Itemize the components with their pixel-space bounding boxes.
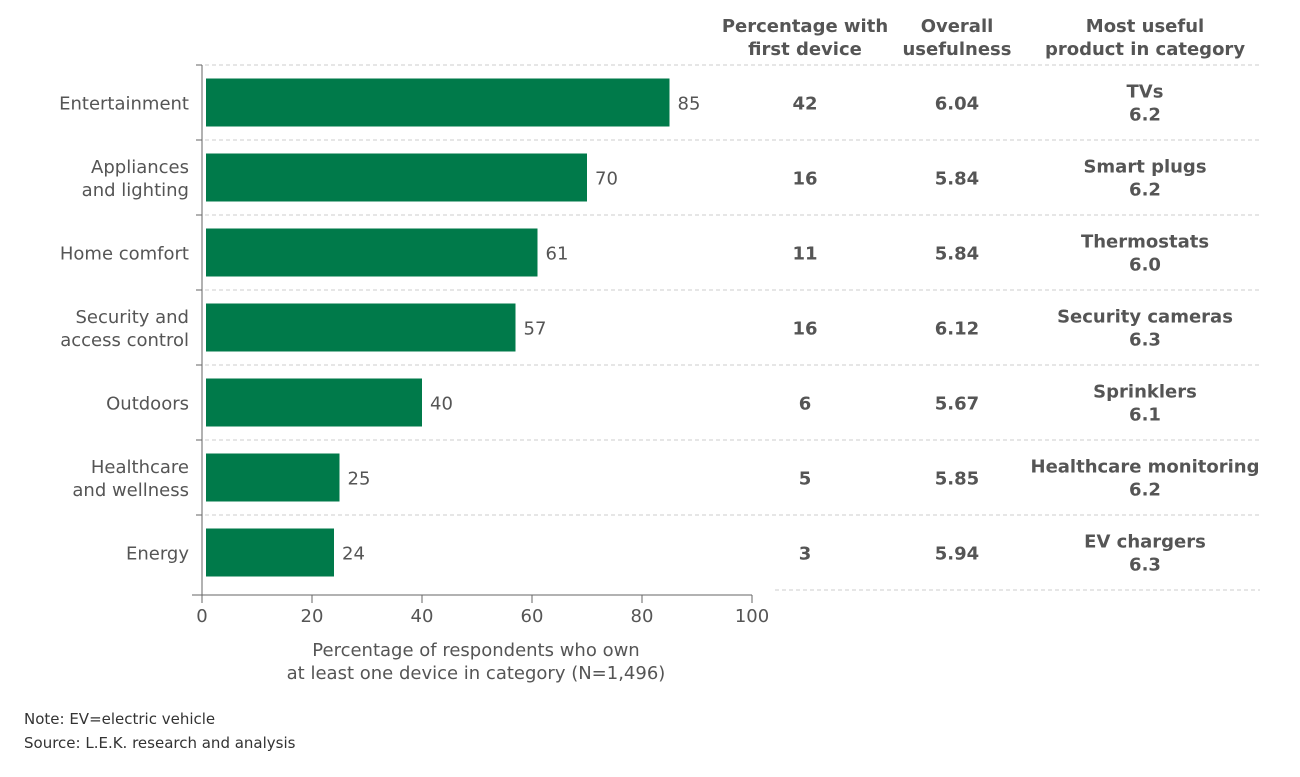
category-label: Outdoors (106, 394, 189, 415)
bar-value-label: 57 (524, 319, 547, 340)
first-device-pct: 6 (799, 394, 812, 415)
overall-usefulness: 5.67 (935, 394, 979, 415)
category-label: and wellness (72, 480, 189, 501)
source-text: Source: L.E.K. research and analysis (24, 734, 296, 752)
category-label: Home comfort (60, 244, 189, 265)
most-useful-product-score: 6.3 (1129, 330, 1161, 351)
category-label: Energy (126, 544, 189, 565)
table-header: product in category (1045, 39, 1245, 60)
x-axis-label: Percentage of respondents who own (312, 640, 639, 661)
bar (206, 228, 538, 277)
x-tick-label: 20 (301, 606, 324, 627)
x-tick-label: 80 (631, 606, 654, 627)
category-label: Healthcare (91, 457, 189, 478)
most-useful-product-score: 6.2 (1129, 180, 1161, 201)
x-tick-label: 100 (735, 606, 769, 627)
table-header: Percentage with (722, 16, 888, 37)
first-device-pct: 16 (792, 319, 817, 340)
x-tick-label: 40 (411, 606, 434, 627)
overall-usefulness: 5.84 (935, 169, 979, 190)
bar-value-label: 61 (546, 244, 569, 265)
category-label: Appliances (91, 157, 189, 178)
bar-value-label: 85 (678, 94, 701, 115)
bar (206, 528, 334, 577)
most-useful-product: Smart plugs (1083, 157, 1206, 178)
bar (206, 153, 587, 202)
x-axis-label: at least one device in category (N=1,496… (287, 663, 666, 684)
bar-value-label: 40 (430, 394, 453, 415)
most-useful-product-score: 6.2 (1129, 480, 1161, 501)
first-device-pct: 16 (792, 169, 817, 190)
most-useful-product-score: 6.2 (1129, 105, 1161, 126)
most-useful-product: Thermostats (1081, 232, 1209, 253)
bar-value-label: 25 (348, 469, 371, 490)
x-tick-label: 0 (196, 606, 207, 627)
category-label: access control (60, 330, 189, 351)
most-useful-product: Healthcare monitoring (1031, 457, 1260, 478)
bar (206, 453, 340, 502)
most-useful-product: TVs (1127, 82, 1164, 103)
first-device-pct: 42 (792, 94, 817, 115)
category-label: Security and (75, 307, 189, 328)
first-device-pct: 3 (799, 544, 812, 565)
most-useful-product-score: 6.1 (1129, 405, 1161, 426)
table-header: first device (748, 39, 862, 60)
overall-usefulness: 5.94 (935, 544, 979, 565)
table-header: Overall (921, 16, 994, 37)
most-useful-product: Sprinklers (1093, 382, 1197, 403)
category-label: Entertainment (59, 94, 189, 115)
bar (206, 303, 516, 352)
bar-value-label: 24 (342, 544, 365, 565)
bar (206, 78, 670, 127)
first-device-pct: 11 (792, 244, 817, 265)
most-useful-product: EV chargers (1084, 532, 1206, 553)
overall-usefulness: 5.85 (935, 469, 979, 490)
table-header: Most useful (1086, 16, 1204, 37)
overall-usefulness: 6.12 (935, 319, 979, 340)
bar-value-label: 70 (595, 169, 618, 190)
most-useful-product-score: 6.3 (1129, 555, 1161, 576)
category-label: and lighting (82, 180, 189, 201)
bar (206, 378, 422, 427)
note-text: Note: EV=electric vehicle (24, 710, 216, 728)
most-useful-product-score: 6.0 (1129, 255, 1161, 276)
x-tick-label: 60 (521, 606, 544, 627)
table-header: usefulness (902, 39, 1011, 60)
overall-usefulness: 5.84 (935, 244, 979, 265)
first-device-pct: 5 (799, 469, 812, 490)
overall-usefulness: 6.04 (935, 94, 979, 115)
most-useful-product: Security cameras (1057, 307, 1233, 328)
